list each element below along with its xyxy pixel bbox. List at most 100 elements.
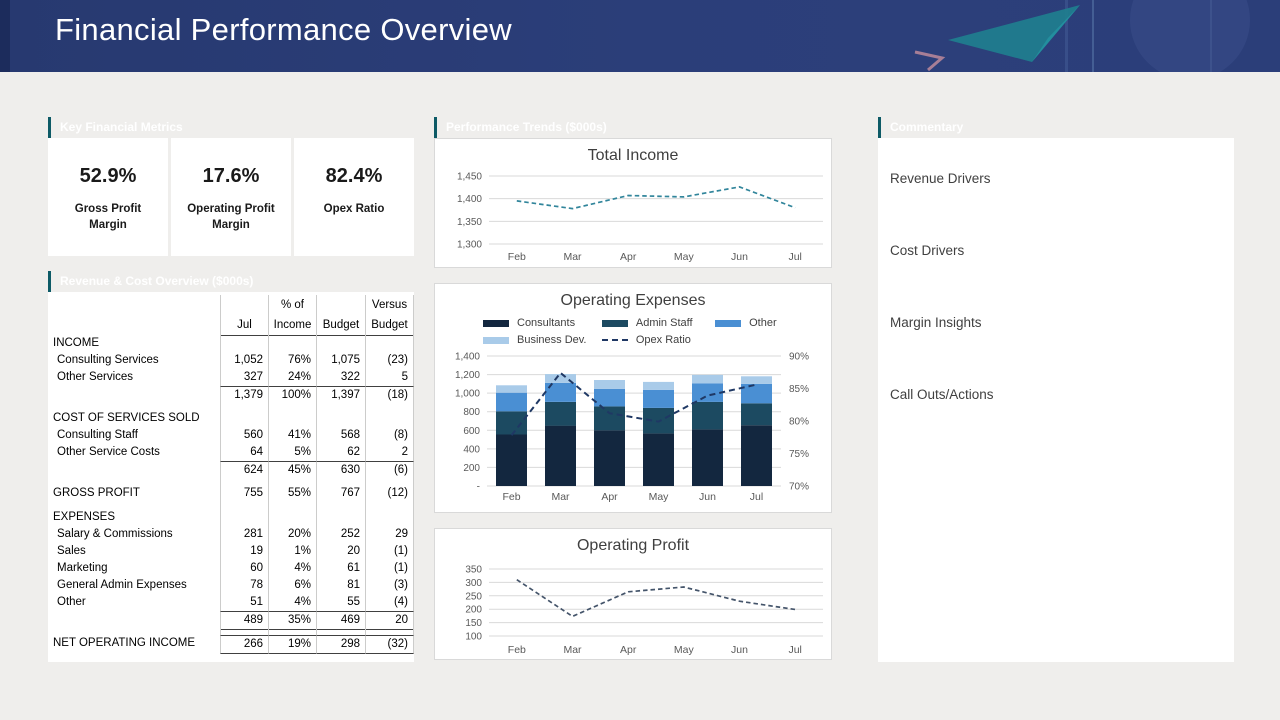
total-income-chart-panel: Total Income 1,300 1,350 1,400 1,450 Feb Mar A… [434, 138, 832, 268]
table-cell [365, 403, 414, 410]
svg-text:350: 350 [465, 565, 482, 576]
table-row: Consulting Services 1,052 76% 1,075 (23) [48, 352, 414, 369]
table-cell: Sales [57, 545, 86, 557]
table-row: GROSS PROFIT 755 55% 767 (12) [48, 485, 414, 502]
table-cell: (6) [365, 461, 414, 479]
svg-text:Jul: Jul [788, 644, 801, 656]
table-row: EXPENSES [48, 509, 414, 526]
table-row: 624 45% 630 (6) [48, 461, 414, 479]
bar-segment [692, 383, 723, 402]
table-cell [268, 403, 316, 410]
table-header-cell [48, 295, 220, 315]
table-cell: 55 [316, 594, 365, 611]
svg-text:200: 200 [465, 605, 482, 616]
table-cell: (32) [365, 635, 414, 654]
svg-text:-: - [477, 482, 480, 493]
table-cell: (1) [365, 543, 414, 560]
legend-color-swatch [483, 336, 509, 344]
table-cell: 20 [365, 611, 414, 630]
table-cell: 2 [365, 444, 414, 461]
table-cell [316, 478, 365, 485]
svg-text:Jun: Jun [731, 644, 748, 656]
table-cell: COST OF SERVICES SOLD [53, 412, 200, 424]
svg-text:1,400: 1,400 [455, 352, 480, 363]
table-cell: (8) [365, 427, 414, 444]
kpi-card-gross-profit-margin: 52.9% Gross Profit Margin [48, 138, 168, 256]
operating-profit-chart-title: Operating Profit [576, 537, 690, 554]
table-header-cell [316, 295, 365, 315]
svg-text:Jun: Jun [731, 251, 748, 263]
table-cell [365, 335, 414, 352]
svg-text:70%: 70% [789, 482, 809, 493]
svg-text:300: 300 [465, 578, 482, 589]
table-header-cell: Versus [365, 295, 414, 315]
table-cell: 19% [268, 635, 316, 654]
table-header-row: % of Versus [48, 295, 414, 315]
commentary-item: Margin Insights [890, 315, 982, 330]
table-cell [365, 502, 414, 509]
svg-text:1,300: 1,300 [457, 240, 482, 251]
operating-profit-chart-panel: Operating Profit 100 150 200 250 300 350 Feb Ma… [434, 528, 832, 660]
svg-text:Feb: Feb [508, 644, 526, 656]
svg-text:Jun: Jun [699, 491, 716, 503]
table-cell [316, 410, 365, 427]
legend-item: Other [715, 317, 817, 329]
kpi-value: 52.9% [79, 165, 137, 187]
table-cell: 45% [268, 461, 316, 479]
table-cell: 630 [316, 461, 365, 479]
svg-text:1,000: 1,000 [455, 389, 480, 400]
kpi-label: Operating Profit Margin [187, 203, 275, 232]
table-cell: 24% [268, 369, 316, 386]
table-cell [316, 403, 365, 410]
legend-color-swatch [715, 319, 742, 327]
table-row: Sales 19 1% 20 (1) [48, 543, 414, 560]
table-cell: (3) [365, 577, 414, 594]
operating-profit-chart: 100 150 200 250 300 350 Feb Mar Apr May Jun Jul [435, 555, 831, 659]
table-cell: 5% [268, 444, 316, 461]
svg-text:800: 800 [463, 407, 480, 418]
svg-text:May: May [674, 251, 695, 263]
operating-expenses-chart-title: Operating Expenses [560, 292, 706, 309]
table-cell: INCOME [53, 337, 99, 349]
table-cell [316, 509, 365, 526]
table-cell: 61 [316, 560, 365, 577]
commentary-item: Call Outs/Actions [890, 387, 994, 402]
table-header-cell: Budget [316, 315, 365, 336]
header-left-accent-strip [0, 0, 10, 72]
table-row: Other Service Costs 64 5% 62 2 [48, 444, 414, 461]
legend-color-swatch [601, 319, 628, 327]
svg-text:Apr: Apr [620, 644, 637, 656]
svg-text:Mar: Mar [563, 644, 582, 656]
bar-segment [741, 376, 772, 384]
table-header-row: Jul Income Budget Budget [48, 315, 414, 336]
legend-label: Consultants [517, 317, 576, 329]
table-cell: 64 [220, 444, 268, 461]
table-cell: Consulting Staff [57, 429, 138, 441]
table-cell [268, 628, 316, 635]
svg-text:1,400: 1,400 [457, 194, 482, 205]
table-cell: Other [57, 596, 86, 608]
page-title: Financial Performance Overview [55, 12, 512, 47]
header-decorative-arrow-graphic [914, 0, 1250, 72]
table-cell: 1% [268, 543, 316, 560]
revenue-cost-table-panel: % of Versus Jul Income Budget Budget INCOME Co… [48, 292, 414, 662]
table-row [48, 403, 414, 410]
table-cell [220, 628, 268, 635]
table-cell: 1,379 [220, 386, 268, 404]
svg-text:Mar: Mar [551, 491, 570, 503]
svg-text:Feb: Feb [502, 491, 520, 503]
bar-segment [545, 402, 576, 426]
bar-segment [496, 434, 527, 486]
bar-segment [545, 425, 576, 486]
revenue-cost-overview-header: Revenue & Cost Overview ($000s) [48, 271, 414, 292]
table-cell [220, 335, 268, 352]
financial-table: % of Versus Jul Income Budget Budget INCOME Co… [48, 292, 414, 654]
table-cell [365, 509, 414, 526]
svg-text:Feb: Feb [508, 251, 526, 263]
table-cell: 6% [268, 577, 316, 594]
table-row: General Admin Expenses 78 6% 81 (3) [48, 577, 414, 594]
commentary-item: Cost Drivers [890, 243, 965, 258]
table-cell [48, 386, 220, 404]
table-cell: Other Services [57, 371, 134, 383]
svg-text:80%: 80% [789, 417, 809, 428]
